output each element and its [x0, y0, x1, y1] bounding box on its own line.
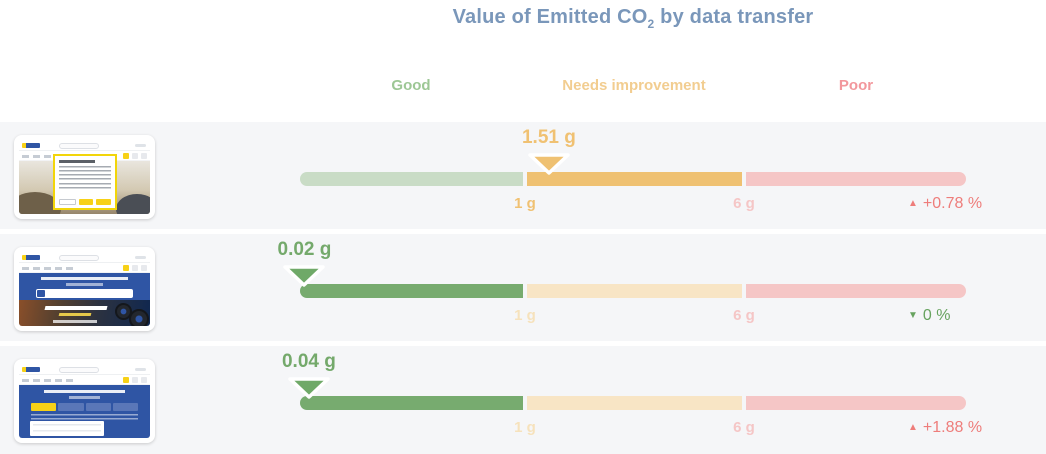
gauge-segment-needs-improvement [527, 284, 742, 298]
site-nav-icons [123, 153, 147, 159]
change-indicator: ▲ +1.88 % [908, 419, 982, 437]
change-indicator: ▲ +0.78 % [908, 195, 982, 213]
banner-headline-line [41, 277, 128, 280]
modal-buttons [59, 199, 112, 205]
site-search-bar [59, 367, 99, 373]
trend-arrow-icon: ▲ [908, 198, 918, 209]
site-search-bar [59, 143, 99, 149]
site-header-button [135, 368, 146, 371]
gauge-segment-poor [746, 284, 966, 298]
site-nav-links [22, 267, 74, 270]
site-nav-icons [123, 377, 147, 383]
gauge-tick-6g: 6 g [733, 419, 755, 436]
modal-accept-all-button [96, 199, 112, 205]
trend-arrow-icon: ▼ [908, 310, 918, 321]
modal-text-lines [59, 183, 111, 191]
co2-value-label: 0.02 g [277, 239, 332, 260]
site-header-button [135, 144, 146, 147]
gauge-tick-1g: 1 g [514, 307, 536, 324]
page-thumbnail-cookie-consent[interactable] [14, 135, 155, 219]
trend-arrow-icon: ▲ [908, 422, 918, 433]
hero-caption-line [53, 320, 97, 323]
cookie-consent-modal [53, 154, 117, 210]
co2-row-tire-selector: 0.04 g 1 g 6 g ▲ +1.88 % [0, 346, 1046, 454]
modal-decline-button [59, 199, 76, 205]
chart-title-suffix: by data transfer [654, 6, 814, 28]
gauge-tick-1g: 1 g [514, 195, 536, 212]
hero-tires-shape [116, 194, 150, 214]
gauge-segment-poor [746, 396, 966, 410]
gauge-segment-poor [746, 172, 966, 186]
selector-headline-line [43, 390, 126, 393]
co2-value-label: 0.04 g [281, 351, 336, 372]
site-nav-links [22, 155, 74, 158]
michelin-logo-icon [22, 255, 40, 260]
tire-selector-panel [19, 385, 150, 438]
gauge-marker-icon [281, 264, 327, 288]
modal-title-line [59, 160, 95, 163]
gauge-segment-good [300, 284, 523, 298]
website-screenshot [19, 364, 150, 438]
site-header-button [135, 256, 146, 259]
chart-title-subscript: 2 [647, 17, 655, 31]
selector-tabs [31, 403, 138, 411]
selector-note-lines [30, 414, 139, 420]
site-nav-links [22, 379, 74, 382]
change-indicator: ▼ 0 % [908, 307, 950, 325]
co2-row-cookie-page: 1.51 g 1 g 6 g ▲ +0.78 % [0, 122, 1046, 229]
hero-rock-shape [19, 192, 61, 214]
site-header [19, 252, 150, 263]
site-nav [19, 375, 150, 385]
gauge-tick-1g: 1 g [514, 419, 536, 436]
gauge-segment-good [300, 172, 523, 186]
gauge-tick-6g: 6 g [733, 307, 755, 324]
site-header [19, 140, 150, 151]
band-label-good: Good [391, 77, 431, 94]
change-percent-label: +0.78 % [922, 195, 983, 212]
selector-dropdown-list [30, 421, 104, 436]
modal-accept-button [78, 199, 94, 205]
site-header [19, 364, 150, 375]
gauge-marker-icon [286, 376, 332, 400]
chart-title: Value of Emitted CO2 by data transfer [300, 6, 966, 31]
page-thumbnail-tire-selector[interactable] [14, 359, 155, 443]
selector-subline [68, 396, 101, 399]
gauge-marker-icon [526, 152, 572, 176]
co2-row-homepage: 0.02 g 1 g 6 g ▼ 0 % [0, 234, 1046, 341]
banner-search-input [36, 289, 133, 298]
change-percent-label: +1.88 % [922, 419, 983, 436]
banner-subline [66, 283, 103, 286]
tire-image [129, 309, 149, 326]
gauge-segment-needs-improvement [527, 396, 742, 410]
band-label-needs-improvement: Needs improvement [562, 77, 706, 94]
modal-text-lines [59, 166, 111, 180]
site-search-bar [59, 255, 99, 261]
site-hero-image [19, 300, 150, 326]
page-thumbnail-homepage[interactable] [14, 247, 155, 331]
co2-value-label: 1.51 g [521, 127, 576, 148]
website-screenshot [19, 252, 150, 326]
site-nav [19, 263, 150, 273]
hero-subline [58, 313, 92, 316]
band-label-poor: Poor [838, 77, 874, 94]
michelin-logo-icon [22, 143, 40, 148]
gauge-tick-6g: 6 g [733, 195, 755, 212]
michelin-logo-icon [22, 367, 40, 372]
gauge-segment-good [300, 396, 523, 410]
tire-finder-banner [19, 273, 150, 300]
change-percent-label: 0 % [922, 307, 951, 324]
chart-title-text: Value of Emitted CO [452, 6, 648, 28]
website-screenshot [19, 140, 150, 214]
selector-tab-active [31, 403, 57, 411]
dropdown-list-items [33, 424, 101, 433]
gauge-segment-needs-improvement [527, 172, 742, 186]
hero-headline-line [44, 306, 108, 310]
site-nav-icons [123, 265, 147, 271]
